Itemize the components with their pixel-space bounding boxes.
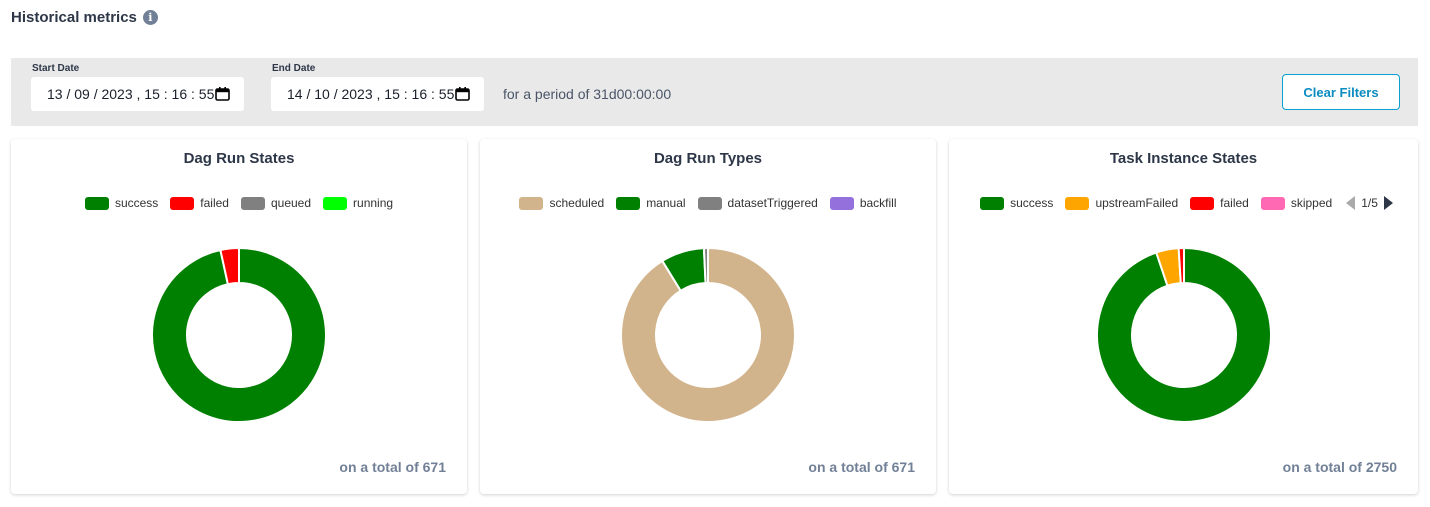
legend-label: success [1010, 196, 1054, 210]
legend-item-manual[interactable]: manual [616, 196, 686, 210]
pager-prev-icon[interactable] [1346, 196, 1356, 210]
pager-text: 1/5 [1361, 196, 1378, 210]
donut-slice-scheduled[interactable] [620, 246, 796, 423]
legend-label: failed [1220, 196, 1249, 210]
legend-label: queued [270, 196, 312, 210]
legend-item-success[interactable]: success [980, 196, 1053, 210]
legend-swatch [519, 196, 544, 210]
legend-item-failed[interactable]: failed [170, 196, 229, 210]
pager-next-icon[interactable] [1383, 196, 1393, 210]
end-date-value: 14 / 10 / 2023 , 15 : 16 : 55 [287, 86, 455, 102]
period-text: for a period of 31d00:00:00 [503, 86, 672, 102]
start-date-label: Start Date [32, 63, 80, 74]
legend-item-scheduled[interactable]: scheduled [519, 196, 604, 210]
start-date-value: 13 / 09 / 2023 , 15 : 16 : 55 [47, 86, 215, 102]
total-count: on a total of 671 [808, 459, 915, 475]
legend-swatch [616, 196, 641, 210]
start-date-input[interactable]: 13 / 09 / 2023 , 15 : 16 : 55 [31, 77, 244, 111]
page-title: Historical metrics [11, 9, 137, 26]
card-task-instance-states: Task Instance States success upstreamFai… [949, 139, 1418, 494]
legend-swatch [323, 196, 348, 210]
legend-item-upstream-failed[interactable]: upstreamFailed [1065, 196, 1178, 210]
legend-swatch [980, 196, 1005, 210]
card-dag-run-types: Dag Run Types scheduled manual datasetTr… [480, 139, 936, 494]
donut-slice-datasettriggered[interactable] [702, 246, 709, 285]
total-count: on a total of 671 [339, 459, 446, 475]
legend-swatch [84, 196, 109, 210]
legend-label: skipped [1290, 196, 1333, 210]
legend-label: datasetTriggered [727, 196, 818, 210]
legend-item-running[interactable]: running [323, 196, 393, 210]
legend-swatch [1260, 196, 1285, 210]
total-count: on a total of 2750 [1282, 459, 1397, 475]
legend-label: scheduled [549, 196, 605, 210]
card-title: Dag Run States [183, 150, 295, 167]
legend-swatch [240, 196, 265, 210]
legend-swatch [829, 196, 854, 210]
donut-slice-failed[interactable] [1177, 246, 1185, 285]
legend: success upstreamFailed failed skipped 1/… [949, 196, 1418, 210]
donut-slice-success[interactable] [1096, 246, 1272, 423]
calendar-icon[interactable] [215, 87, 230, 101]
legend-item-skipped[interactable]: skipped [1260, 196, 1333, 210]
calendar-icon[interactable] [455, 87, 470, 101]
legend-label: success [114, 196, 159, 210]
legend-item-queued[interactable]: queued [240, 196, 312, 210]
start-date-group: Start Date 13 / 09 / 2023 , 15 : 16 : 55 [31, 63, 244, 111]
legend-label: failed [200, 196, 229, 210]
legend-swatch [1190, 196, 1215, 210]
legend-label: running [353, 196, 394, 210]
legend-item-backfill[interactable]: backfill [829, 196, 897, 210]
legend-swatch [170, 196, 195, 210]
info-icon[interactable]: i [142, 10, 158, 25]
legend-pager: 1/5 [1346, 196, 1393, 210]
donut-chart[interactable] [618, 245, 798, 425]
legend-item-dataset-triggered[interactable]: datasetTriggered [697, 196, 818, 210]
legend-label: upstreamFailed [1095, 196, 1179, 210]
page-header: Historical metrics i [11, 9, 158, 26]
legend-item-failed[interactable]: failed [1190, 196, 1249, 210]
donut-chart[interactable] [149, 245, 329, 425]
card-title: Dag Run Types [653, 150, 763, 167]
legend-swatch [1065, 196, 1090, 210]
end-date-group: End Date 14 / 10 / 2023 , 15 : 16 : 55 [271, 63, 484, 111]
filter-bar: Start Date 13 / 09 / 2023 , 15 : 16 : 55… [11, 58, 1418, 126]
end-date-label: End Date [272, 63, 316, 74]
donut-slice-success[interactable] [151, 246, 327, 423]
donut-slice-failed[interactable] [219, 246, 240, 286]
donut-chart[interactable] [1094, 245, 1274, 425]
clear-filters-button[interactable]: Clear Filters [1282, 74, 1400, 110]
legend-label: backfill [859, 196, 897, 210]
legend-label: manual [646, 196, 686, 210]
card-dag-run-states: Dag Run States success failed queued run… [11, 139, 467, 494]
legend: success failed queued running [11, 196, 467, 210]
end-date-input[interactable]: 14 / 10 / 2023 , 15 : 16 : 55 [271, 77, 484, 111]
legend-item-success[interactable]: success [84, 196, 159, 210]
legend: scheduled manual datasetTriggered backfi… [480, 196, 936, 210]
legend-swatch [697, 196, 722, 210]
card-title: Task Instance States [1109, 150, 1258, 167]
